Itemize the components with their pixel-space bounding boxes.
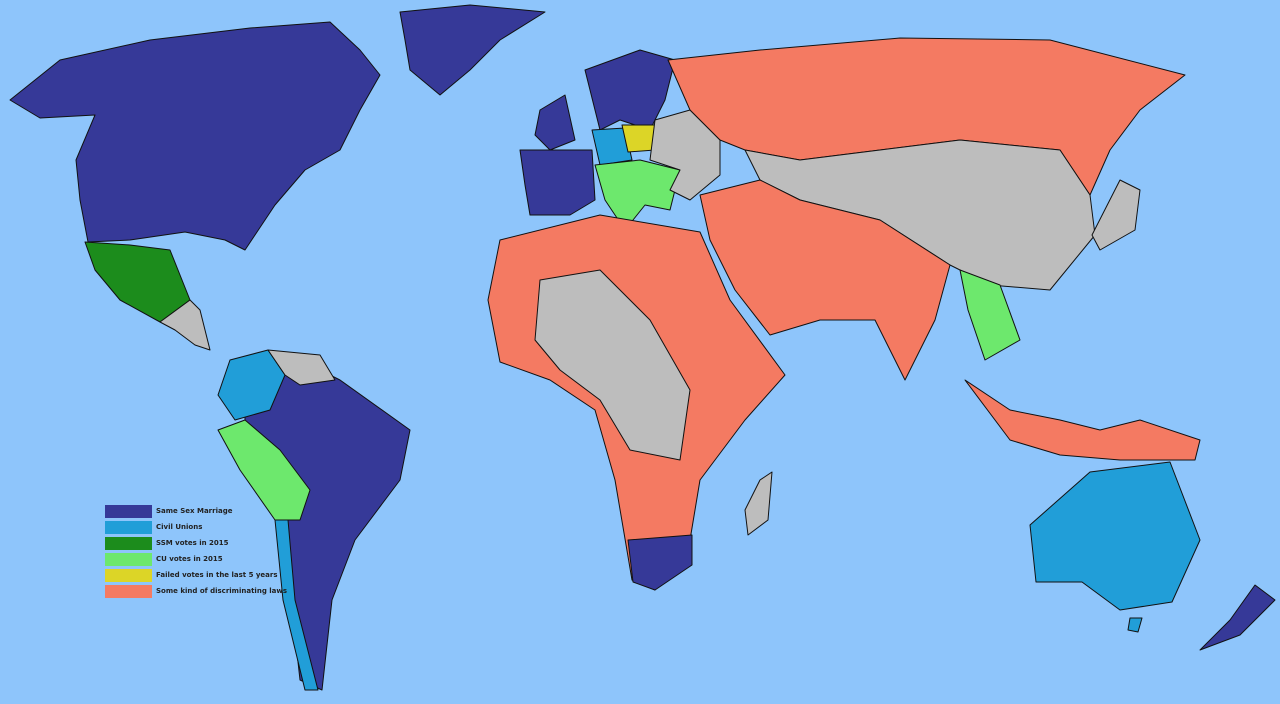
mexico bbox=[84, 241, 191, 323]
australia bbox=[1029, 461, 1201, 611]
scandinavia bbox=[584, 49, 676, 131]
peru-bolivia bbox=[217, 419, 311, 521]
legend-label: Some kind of discriminating laws bbox=[156, 587, 288, 595]
southeast-asia bbox=[959, 269, 1021, 361]
legend-label: Civil Unions bbox=[156, 523, 203, 531]
legend-label: CU votes in 2015 bbox=[156, 555, 223, 563]
map-legend: Same Sex Marriage Civil Unions SSM votes… bbox=[105, 503, 287, 599]
germany-central bbox=[591, 127, 633, 166]
uk-ireland bbox=[534, 94, 576, 151]
greenland bbox=[399, 4, 546, 96]
legend-swatch bbox=[105, 584, 152, 598]
legend-swatch bbox=[105, 504, 152, 518]
france-spain bbox=[519, 149, 596, 216]
new-zealand bbox=[1199, 584, 1276, 651]
indonesia bbox=[964, 379, 1201, 461]
canada-usa bbox=[9, 21, 381, 251]
legend-swatch bbox=[105, 536, 152, 550]
legend-item: Some kind of discriminating laws bbox=[105, 583, 287, 599]
chile bbox=[274, 519, 319, 691]
japan bbox=[1091, 179, 1141, 251]
legend-item: Same Sex Marriage bbox=[105, 503, 287, 519]
central-america bbox=[159, 299, 211, 351]
legend-swatch bbox=[105, 520, 152, 534]
madagascar bbox=[744, 471, 773, 536]
venezuela-guyana bbox=[267, 349, 336, 386]
africa-central bbox=[534, 269, 691, 461]
legend-swatch bbox=[105, 552, 152, 566]
tasmania bbox=[1127, 617, 1143, 633]
legend-item: CU votes in 2015 bbox=[105, 551, 287, 567]
italy-balkans bbox=[594, 159, 681, 231]
middle-east-south-asia bbox=[699, 179, 951, 381]
legend-item: Failed votes in the last 5 years bbox=[105, 567, 287, 583]
legend-swatch bbox=[105, 568, 152, 582]
legend-label: Same Sex Marriage bbox=[156, 507, 233, 515]
legend-item: SSM votes in 2015 bbox=[105, 535, 287, 551]
legend-item: Civil Unions bbox=[105, 519, 287, 535]
legend-label: Failed votes in the last 5 years bbox=[156, 571, 278, 579]
legend-label: SSM votes in 2015 bbox=[156, 539, 229, 547]
south-africa bbox=[627, 534, 693, 591]
